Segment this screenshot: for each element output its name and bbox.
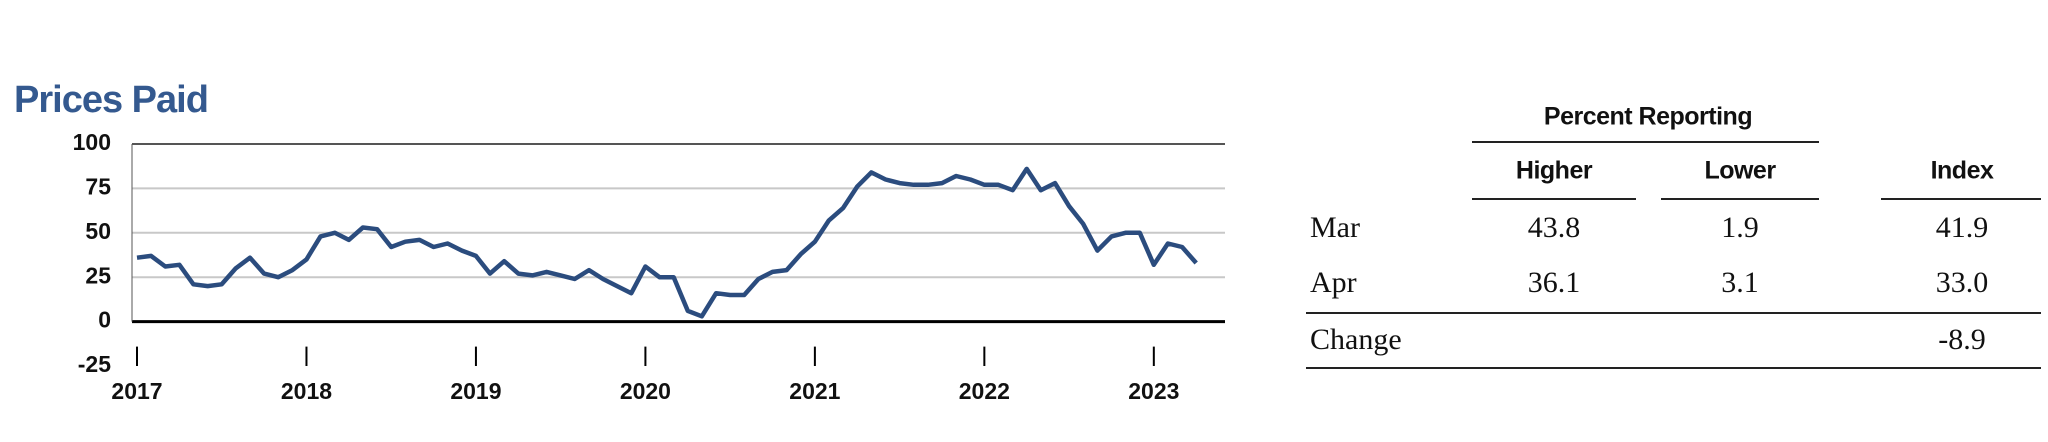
y-tick-label: 100 <box>73 129 111 155</box>
x-tick-label: 2021 <box>789 378 840 404</box>
cell: 36.1 <box>1528 266 1581 299</box>
y-tick-label: 0 <box>98 307 111 333</box>
x-tick-label: 2023 <box>1128 378 1179 404</box>
table: Percent Reporting Higher Lower Index Mar 43.… <box>1306 103 2041 369</box>
cell: 1.9 <box>1721 211 1759 244</box>
cell: 33.0 <box>1936 266 1989 299</box>
column-header: Lower <box>1704 157 1776 185</box>
cell: 3.1 <box>1721 266 1759 299</box>
row-label: Apr <box>1310 266 1357 299</box>
cell: -8.9 <box>1938 323 1986 356</box>
data-line <box>136 166 1198 319</box>
column-header: Index <box>1931 157 1994 185</box>
row-label: Change <box>1310 323 1402 356</box>
group-header: Percent Reporting <box>1544 103 1752 131</box>
column-header: Higher <box>1516 157 1593 185</box>
cell: 41.9 <box>1936 211 1989 244</box>
row-label: Mar <box>1310 211 1360 244</box>
y-tick-label: 50 <box>85 218 111 244</box>
y-tick-label: 25 <box>85 262 111 288</box>
x-tick-label: 2019 <box>450 378 501 404</box>
chart-title: Prices Paid <box>14 79 208 121</box>
y-tick-label: -25 <box>78 351 111 377</box>
cell: 43.8 <box>1528 211 1581 244</box>
x-tick-label: 2018 <box>281 378 332 404</box>
x-tick-label: 2022 <box>959 378 1010 404</box>
y-tick-label: 75 <box>85 173 111 199</box>
x-tick-label: 2020 <box>620 378 671 404</box>
plot: -25 0 25 50 75 100 2017 2018 2019 2020 2021 2022 202… <box>73 129 1225 404</box>
x-tick-label: 2017 <box>111 378 162 404</box>
